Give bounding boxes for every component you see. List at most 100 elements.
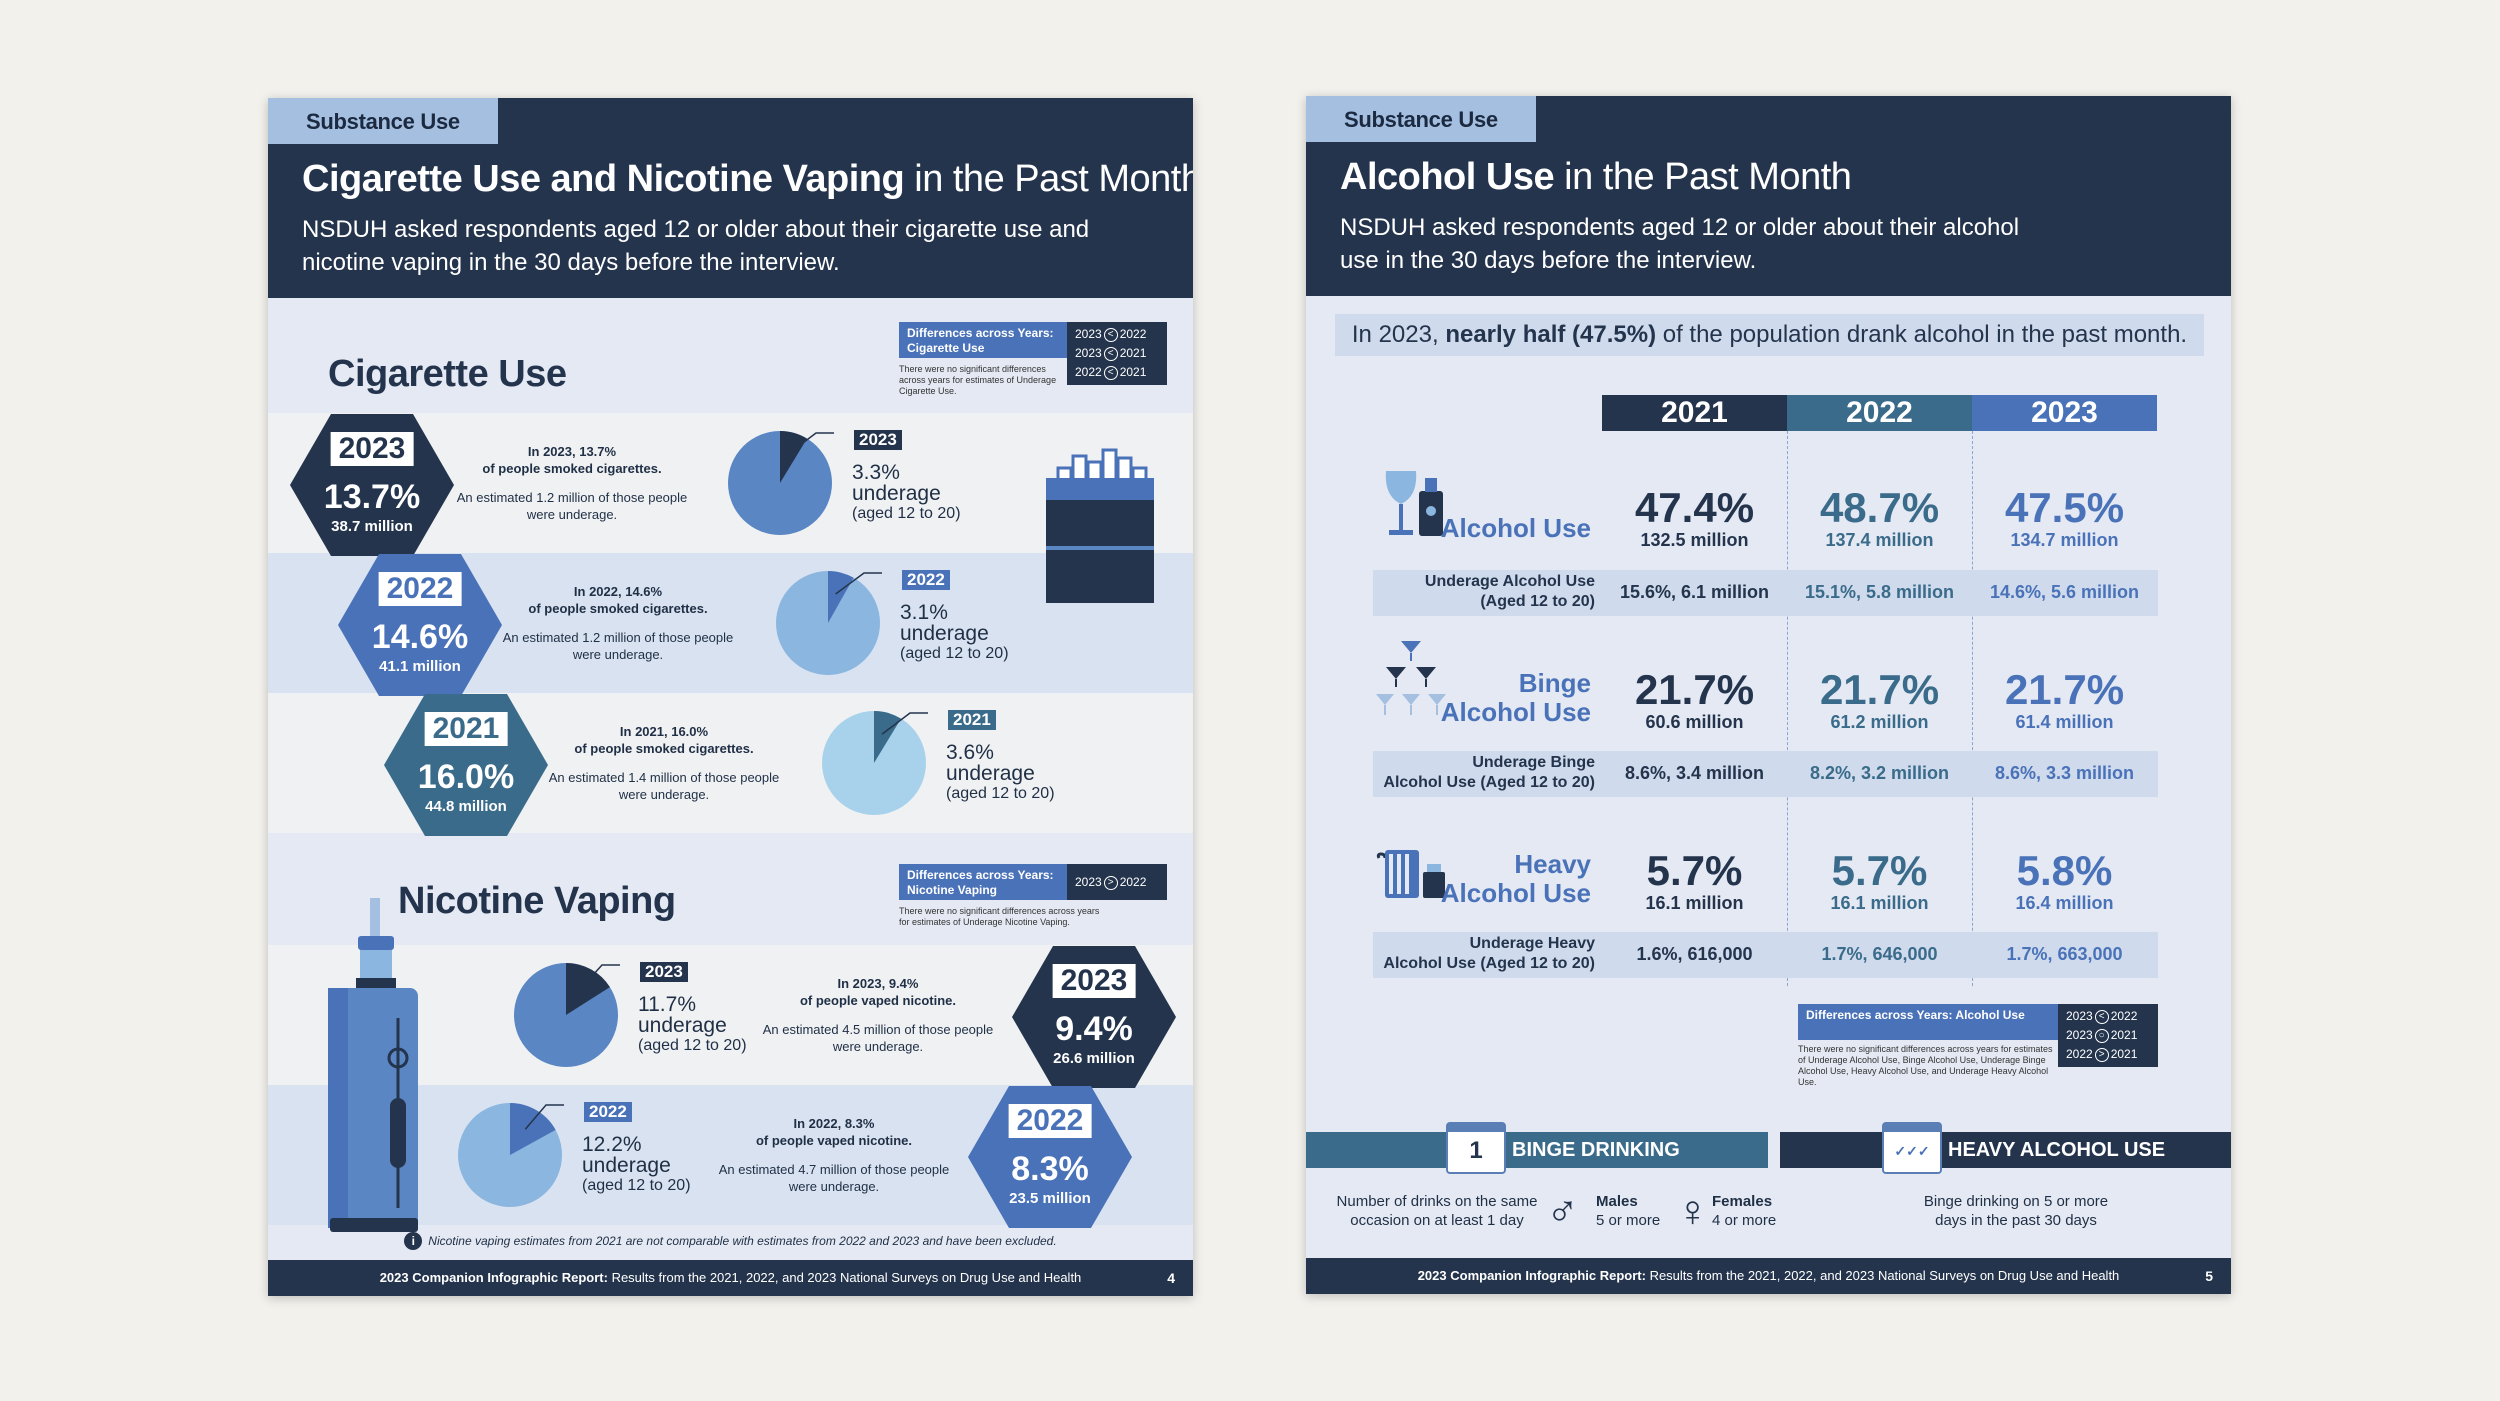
calendar-icon: 1 (1446, 1122, 1506, 1174)
diff-note: There were no significant differences ac… (1798, 1044, 2053, 1087)
value-cell: 47.5% 134.7 million (2004, 484, 2125, 551)
pie-year: 2023 (854, 430, 902, 450)
year-hexagon: 2022 14.6% 41.1 million (338, 554, 502, 696)
info-icon: i (404, 1232, 423, 1250)
diff-note: There were no significant differences ac… (899, 906, 1100, 927)
hex-year: 2022 (378, 572, 462, 606)
column-header-2022: 2022 (1787, 395, 1972, 431)
vape-device-icon (328, 898, 418, 1232)
page-title: Cigarette Use and Nicotine Vaping in the… (302, 158, 1193, 201)
pie-chart (458, 1103, 564, 1207)
page-header: Substance Use Cigarette Use and Nicotine… (268, 98, 1193, 298)
females-threshold: Females 4 or more (1712, 1193, 1777, 1229)
male-symbol-icon: ♂ (1546, 1187, 1579, 1236)
diff-row: 2023 <2022 (1075, 327, 1147, 342)
hex-year: 2023 (1052, 964, 1136, 998)
hex-percent: 14.6% (371, 618, 469, 656)
underage-row: Underage Alcohol Use (Aged 12 to 20) 15.6… (1373, 570, 2158, 616)
diff-years: 2023 >2022 (1067, 864, 1167, 900)
hex-percent: 8.3% (1011, 1150, 1089, 1188)
value-cell: 47.4% 132.5 million (1634, 484, 1755, 551)
hex-percent: 13.7% (323, 478, 421, 516)
pie-leader-line (579, 964, 620, 990)
pie-chart (514, 963, 620, 1067)
hex-million: 26.6 million (1053, 1050, 1135, 1067)
hex-million: 44.8 million (425, 798, 507, 815)
value-cell: 21.7% 60.6 million (1634, 666, 1755, 733)
underage-label: Underage Binge Alcohol Use (Aged 12 to 20… (1383, 754, 1595, 791)
column-header-2021: 2021 (1602, 395, 1787, 431)
pie-slice-underage (828, 571, 854, 623)
stat-text: In 2022, 8.3% of people vaped nicotine. … (718, 1116, 950, 1194)
row-label-alcohol-use: Alcohol Use (1440, 513, 1591, 543)
year-hexagon: 2023 13.7% 38.7 million (290, 414, 454, 556)
section-tab: Substance Use (1306, 96, 1536, 142)
vaping-heading: Nicotine Vaping (398, 880, 676, 922)
pie-slice-underage (566, 963, 610, 1015)
value-cell: 21.7% 61.4 million (2004, 666, 2125, 733)
year-hexagon: 2023 9.4% 26.6 million (1012, 946, 1176, 1088)
page-description: NSDUH asked respondents aged 12 or older… (1340, 214, 2020, 274)
pie-chart (822, 711, 928, 815)
cigarette-pack-icon (1046, 448, 1154, 603)
stat-text: In 2023, 13.7% of people smoked cigarett… (456, 444, 688, 522)
binge-description: Number of drinks on the same occasion on… (1336, 1193, 1538, 1229)
page-footer: 2023 Companion Infographic Report: Resul… (268, 1260, 1193, 1296)
value-cell: 48.7% 137.4 million (1819, 484, 1940, 551)
female-symbol-icon: ♀ (1676, 1187, 1709, 1236)
underage-value: 8.2%, 3.2 million (1809, 763, 1950, 783)
diff-row: 2023 <2021 (1075, 346, 1147, 361)
underage-value: 1.7%, 646,000 (1821, 944, 1938, 964)
pie-slice-underage (510, 1103, 556, 1155)
underage-value: 1.7%, 663,000 (2006, 944, 2123, 964)
diff-row: 2023 <2022 (2066, 1009, 2138, 1024)
pie-chart (728, 431, 834, 535)
vaping-footnote: i Nicotine vaping estimates from 2021 are… (268, 1232, 1193, 1250)
pie-leader-line (524, 1104, 564, 1130)
underage-label: Underage Alcohol Use (Aged 12 to 20) (1424, 573, 1595, 610)
underage-value: 1.6%, 616,000 (1636, 944, 1753, 964)
diff-label: Differences across Years: Alcohol Use (1798, 1004, 2058, 1040)
underage-value: 8.6%, 3.4 million (1624, 763, 1765, 783)
stat-text: In 2021, 16.0% of people smoked cigarett… (548, 724, 780, 802)
title-bold: Cigarette Use and Nicotine Vaping (302, 158, 905, 200)
calendar-checks-icon: ✓✓✓ (1882, 1122, 1942, 1174)
diff-row: 2022 >2021 (2066, 1047, 2138, 1062)
diff-row: 2022 <2021 (1075, 365, 1147, 380)
underage-value: 8.6%, 3.3 million (1994, 763, 2135, 783)
wine-glass-icon (1385, 471, 1443, 536)
report-page-5: Substance Use Alcohol Use in the Past Mo… (1306, 96, 2231, 1294)
pie-year: 2021 (948, 710, 996, 730)
underage-value: 15.1%, 5.8 million (1804, 582, 1955, 602)
value-cell: 5.8% 16.4 million (2015, 847, 2114, 914)
underage-value: 14.6%, 5.6 million (1989, 582, 2140, 602)
pie-label: 3.6% underage (aged 12 to 20) (946, 741, 1055, 802)
pie-year: 2022 (584, 1102, 632, 1122)
highlight-banner: In 2023, nearly half (47.5%) of the popu… (1335, 314, 2204, 356)
value-cell: 5.7% 16.1 million (1830, 847, 1929, 914)
binge-drinking-strip: BINGE DRINKING (1306, 1132, 1768, 1168)
hex-million: 38.7 million (331, 518, 413, 535)
diff-years: 2023 <2022 2023 <2021 2022 <2021 (1067, 322, 1167, 385)
underage-row: Underage Binge Alcohol Use (Aged 12 to 20… (1373, 751, 2158, 797)
underage-value: 15.6%, 6.1 million (1619, 582, 1770, 602)
pie-leader-line (835, 572, 882, 595)
report-page-4: Substance Use Cigarette Use and Nicotine… (268, 98, 1193, 1296)
pie-label: 3.3% underage (aged 12 to 20) (852, 461, 961, 522)
hex-year: 2021 (424, 712, 508, 746)
stat-text: In 2023, 9.4% of people vaped nicotine. … (762, 976, 994, 1054)
pie-leader-line (881, 712, 928, 735)
column-divider (1787, 431, 1788, 986)
hex-percent: 16.0% (417, 758, 515, 796)
title-rest: in the Past Month (904, 158, 1193, 200)
hex-million: 41.1 million (379, 658, 461, 675)
hex-year: 2022 (1008, 1104, 1092, 1138)
underage-row: Underage Heavy Alcohol Use (Aged 12 to 20… (1373, 932, 2158, 978)
heavy-alcohol-strip: HEAVY ALCOHOL USE (1780, 1132, 2231, 1168)
cigarette-heading: Cigarette Use (328, 353, 567, 395)
beer-mugs-icon (1376, 850, 1445, 898)
pie-label: 12.2% underage (aged 12 to 20) (582, 1133, 691, 1194)
diff-label: Differences across Years: Nicotine Vapin… (899, 864, 1067, 900)
pie-year: 2023 (640, 962, 688, 982)
row-label-heavy: Heavy Alcohol Use (1440, 849, 1591, 908)
